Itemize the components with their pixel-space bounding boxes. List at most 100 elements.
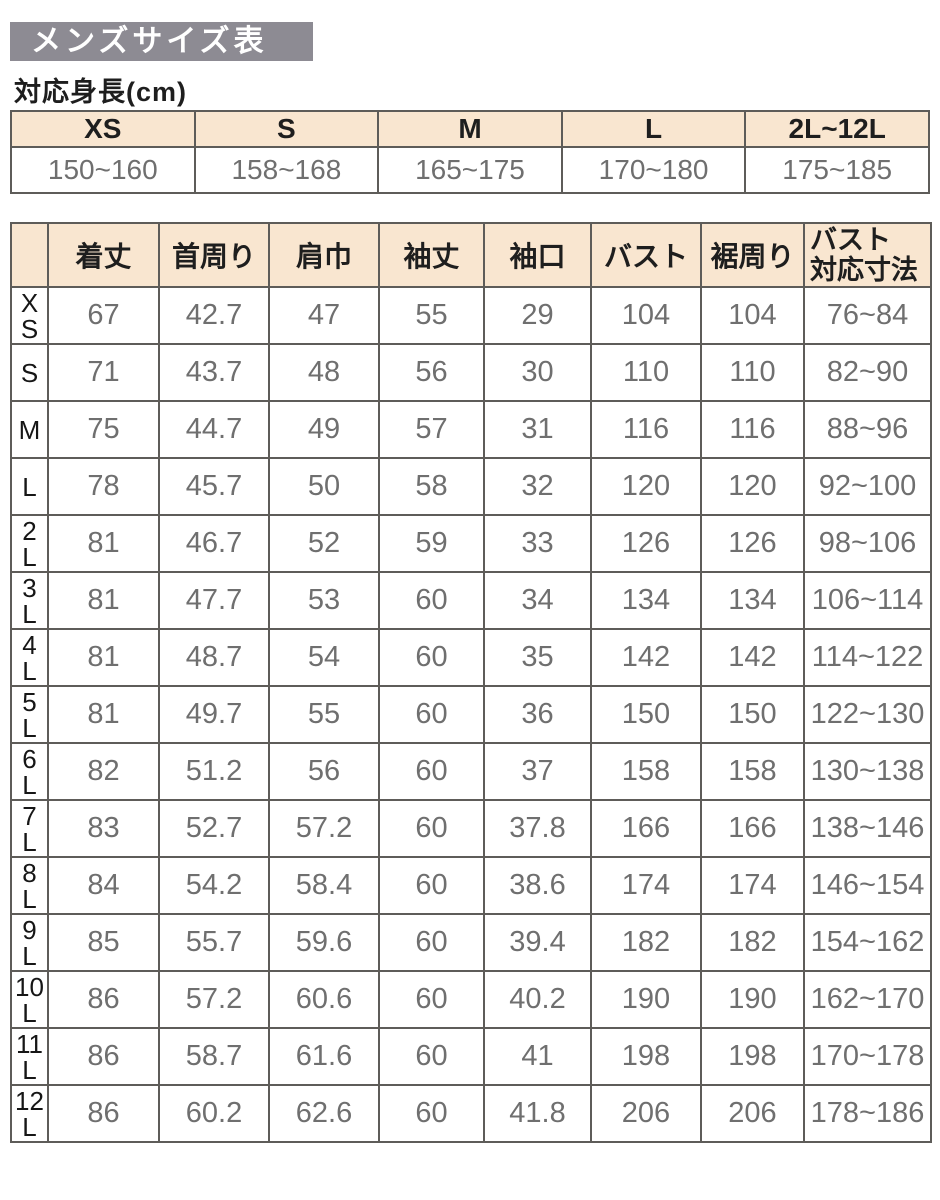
measurement-cell: 110 [590,343,702,402]
measurements-table-body: X S 67 42.7 47 55 29 104 104 76~84 S 71 43.7 48 56 30 11… [10,286,932,1143]
size-row-l: L 78 45.7 50 58 32 120 120 92~100 [10,457,932,516]
measurement-cell: 81 [47,514,160,573]
measurement-cell: 55 [378,286,485,345]
measurement-cell: 62.6 [268,1084,380,1143]
bust-range-header-line2: 対応寸法 [810,255,918,285]
col-header-neck: 首周り [158,222,270,288]
size-row-9l: 9 L 85 55.7 59.6 60 39.4 182 182 154~162 [10,913,932,972]
measurement-cell: 45.7 [158,457,270,516]
measurement-cell: 41 [483,1027,592,1086]
measurement-cell: 52 [268,514,380,573]
col-header-shoulder: 肩巾 [268,222,380,288]
measurement-cell: 57.2 [268,799,380,858]
measurement-cell: 33 [483,514,592,573]
measurement-cell: 206 [700,1084,805,1143]
measurement-cell: 85 [47,913,160,972]
measurement-cell: 50 [268,457,380,516]
measurement-cell: 60 [378,1084,485,1143]
measurement-cell: 114~122 [803,628,932,687]
row-size-label: S [10,343,49,402]
measurement-cell: 60 [378,799,485,858]
measurement-cell: 78 [47,457,160,516]
measurement-cell: 43.7 [158,343,270,402]
measurement-cell: 60.2 [158,1084,270,1143]
height-range-m: 165~175 [377,146,563,194]
size-row-11l: 11 L 86 58.7 61.6 60 41 198 198 170~178 [10,1027,932,1086]
measurement-cell: 166 [700,799,805,858]
corner-cell [10,222,49,288]
measurement-cell: 86 [47,1027,160,1086]
size-row-s: S 71 43.7 48 56 30 110 110 82~90 [10,343,932,402]
measurement-cell: 158 [700,742,805,801]
measurement-cell: 122~130 [803,685,932,744]
height-table-header-row: XS S M L 2L~12L [10,110,930,148]
measurement-cell: 134 [700,571,805,630]
height-col-header-l: L [560,110,747,148]
measurement-cell: 56 [268,742,380,801]
col-header-bust: バスト [590,222,702,288]
measurement-cell: 60 [378,913,485,972]
measurement-cell: 81 [47,628,160,687]
measurement-cell: 190 [590,970,702,1029]
measurement-cell: 59 [378,514,485,573]
measurement-cell: 57.2 [158,970,270,1029]
measurement-cell: 76~84 [803,286,932,345]
measurement-cell: 60 [378,970,485,1029]
size-row-4l: 4 L 81 48.7 54 60 35 142 142 114~122 [10,628,932,687]
measurement-cell: 49.7 [158,685,270,744]
height-section-label: 対応身長(cm) [14,77,188,107]
measurement-cell: 37 [483,742,592,801]
measurement-cell: 60.6 [268,970,380,1029]
measurement-cell: 60 [378,571,485,630]
measurement-cell: 60 [378,856,485,915]
col-header-hem: 裾周り [700,222,805,288]
measurement-cell: 130~138 [803,742,932,801]
measurement-cell: 58 [378,457,485,516]
measurement-cell: 106~114 [803,571,932,630]
measurement-cell: 154~162 [803,913,932,972]
measurement-cell: 81 [47,685,160,744]
measurement-cell: 61.6 [268,1027,380,1086]
measurement-cell: 92~100 [803,457,932,516]
measurement-cell: 110 [700,343,805,402]
measurement-cell: 75 [47,400,160,459]
measurement-cell: 126 [700,514,805,573]
measurement-cell: 60 [378,742,485,801]
height-range-2l-12l: 175~185 [744,146,930,194]
col-header-body-length: 着丈 [47,222,160,288]
size-row-5l: 5 L 81 49.7 55 60 36 150 150 122~130 [10,685,932,744]
measurement-cell: 60 [378,628,485,687]
size-row-2l: 2 L 81 46.7 52 59 33 126 126 98~106 [10,514,932,573]
measurement-cell: 134 [590,571,702,630]
measurement-cell: 86 [47,970,160,1029]
measurement-cell: 178~186 [803,1084,932,1143]
measurement-cell: 98~106 [803,514,932,573]
size-row-xs: X S 67 42.7 47 55 29 104 104 76~84 [10,286,932,345]
measurement-cell: 138~146 [803,799,932,858]
measurement-cell: 54.2 [158,856,270,915]
measurement-cell: 48.7 [158,628,270,687]
measurement-cell: 47.7 [158,571,270,630]
measurement-cell: 53 [268,571,380,630]
measurement-cell: 174 [700,856,805,915]
measurement-cell: 182 [700,913,805,972]
measurement-cell: 60 [378,1027,485,1086]
measurement-cell: 116 [700,400,805,459]
measurement-cell: 30 [483,343,592,402]
measurement-cell: 198 [700,1027,805,1086]
measurement-cell: 158 [590,742,702,801]
measurement-cell: 104 [590,286,702,345]
measurement-cell: 86 [47,1084,160,1143]
row-size-label: 11 L [10,1027,49,1086]
measurement-cell: 198 [590,1027,702,1086]
row-size-label: L [10,457,49,516]
measurement-cell: 120 [700,457,805,516]
size-row-8l: 8 L 84 54.2 58.4 60 38.6 174 174 146~154 [10,856,932,915]
measurement-cell: 48 [268,343,380,402]
measurement-cell: 150 [590,685,702,744]
measurement-cell: 32 [483,457,592,516]
